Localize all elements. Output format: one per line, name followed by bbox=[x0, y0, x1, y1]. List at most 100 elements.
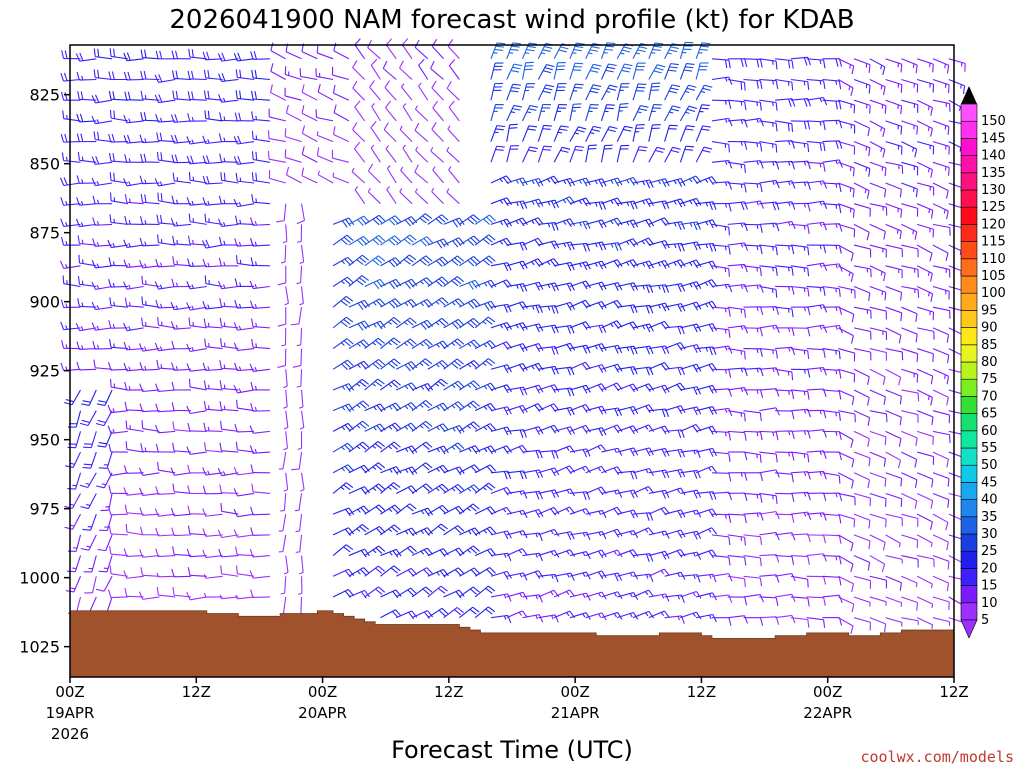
wind-barb bbox=[60, 133, 81, 143]
wind-barb bbox=[154, 178, 176, 187]
wind-barb bbox=[538, 324, 559, 334]
wind-barb bbox=[853, 451, 871, 467]
colorbar-swatch bbox=[960, 396, 978, 414]
wind-barb bbox=[569, 508, 591, 516]
wind-barb bbox=[299, 245, 305, 264]
wind-barb bbox=[838, 120, 856, 134]
wind-barb bbox=[399, 188, 413, 205]
wind-barb bbox=[932, 389, 949, 406]
wind-barb bbox=[838, 368, 856, 383]
wind-barbs bbox=[60, 38, 967, 635]
wind-barb bbox=[743, 117, 764, 127]
wind-barb bbox=[822, 368, 842, 379]
wind-barb bbox=[522, 198, 544, 208]
wind-barb bbox=[186, 343, 207, 353]
wind-barb bbox=[932, 410, 950, 424]
wind-barb bbox=[124, 154, 144, 163]
wind-barb bbox=[204, 110, 223, 122]
wind-barb bbox=[443, 401, 465, 412]
wind-barb bbox=[109, 378, 128, 391]
wind-barb bbox=[459, 606, 480, 619]
wind-barb bbox=[396, 445, 418, 455]
wind-barb bbox=[99, 514, 113, 532]
wind-barb bbox=[506, 610, 528, 619]
wind-barb bbox=[380, 524, 401, 536]
wind-barb bbox=[917, 451, 935, 465]
wind-barb bbox=[869, 79, 886, 96]
wind-barb bbox=[711, 555, 731, 566]
wind-barb bbox=[367, 163, 381, 184]
wind-barb bbox=[348, 275, 369, 287]
wind-barb bbox=[822, 534, 842, 544]
wind-barb bbox=[822, 389, 842, 400]
wind-barb bbox=[370, 121, 381, 142]
colorbar-label: 125 bbox=[981, 200, 1006, 215]
wind-barb bbox=[411, 255, 433, 267]
wind-barb bbox=[251, 130, 271, 143]
wind-barb bbox=[759, 244, 778, 256]
wind-barb bbox=[490, 321, 512, 331]
wind-barb bbox=[790, 617, 810, 628]
wind-barb bbox=[80, 389, 97, 406]
x-tick-label: 12Z bbox=[182, 683, 211, 701]
wind-barb bbox=[402, 103, 413, 122]
wind-barb bbox=[76, 133, 97, 143]
colorbar-label: 65 bbox=[981, 407, 998, 422]
wind-barb bbox=[916, 472, 934, 488]
wind-barb bbox=[664, 487, 686, 496]
wind-barb bbox=[123, 362, 144, 372]
wind-barb bbox=[838, 513, 856, 528]
wind-barb bbox=[585, 612, 607, 621]
wind-barb bbox=[538, 549, 560, 558]
wind-barb bbox=[123, 52, 144, 62]
wind-barb bbox=[680, 386, 702, 396]
colorbar-label: 45 bbox=[981, 475, 998, 490]
wind-barb bbox=[885, 534, 901, 548]
wind-barb bbox=[427, 378, 448, 391]
wind-barb bbox=[790, 120, 811, 130]
wind-barb bbox=[901, 555, 919, 568]
wind-barb bbox=[187, 113, 207, 122]
wind-barb bbox=[537, 64, 555, 80]
wind-barb bbox=[759, 407, 780, 416]
colorbar-swatch bbox=[960, 258, 978, 277]
wind-barb bbox=[474, 255, 496, 267]
wind-barb bbox=[616, 43, 634, 60]
wind-barb bbox=[123, 322, 144, 332]
wind-barb bbox=[301, 84, 318, 101]
wind-barb bbox=[249, 549, 270, 558]
colorbar-swatch bbox=[960, 568, 978, 586]
wind-barb bbox=[664, 63, 679, 80]
wind-barb bbox=[885, 244, 903, 258]
x-tick-label: 12Z bbox=[434, 683, 463, 701]
wind-barb bbox=[695, 84, 713, 101]
wind-barb bbox=[60, 321, 81, 331]
wind-barb bbox=[727, 242, 749, 251]
wind-barb bbox=[853, 368, 870, 385]
wind-barb bbox=[140, 153, 160, 163]
wind-barb bbox=[270, 84, 286, 101]
wind-barb bbox=[60, 299, 81, 309]
wind-barb bbox=[853, 534, 871, 550]
wind-barb bbox=[411, 400, 433, 412]
wind-barb bbox=[251, 338, 270, 350]
wind-barb bbox=[171, 154, 192, 164]
wind-barb bbox=[411, 382, 434, 392]
wind-barb bbox=[664, 283, 686, 293]
wind-barb bbox=[538, 424, 560, 434]
wind-barb bbox=[932, 306, 951, 319]
wind-barb bbox=[601, 344, 623, 354]
wind-barb bbox=[853, 58, 871, 73]
wind-barb bbox=[79, 472, 97, 489]
wind-barb bbox=[775, 285, 795, 295]
wind-barb bbox=[249, 425, 271, 434]
wind-barb bbox=[172, 256, 192, 267]
wind-barb bbox=[680, 611, 702, 620]
wind-barb bbox=[219, 594, 239, 600]
wind-barb bbox=[316, 131, 334, 143]
wind-barb bbox=[790, 78, 810, 90]
y-tick-label: 925 bbox=[29, 362, 60, 381]
wind-barb bbox=[617, 611, 639, 620]
wind-barb bbox=[446, 188, 460, 205]
wind-barb bbox=[332, 482, 354, 494]
